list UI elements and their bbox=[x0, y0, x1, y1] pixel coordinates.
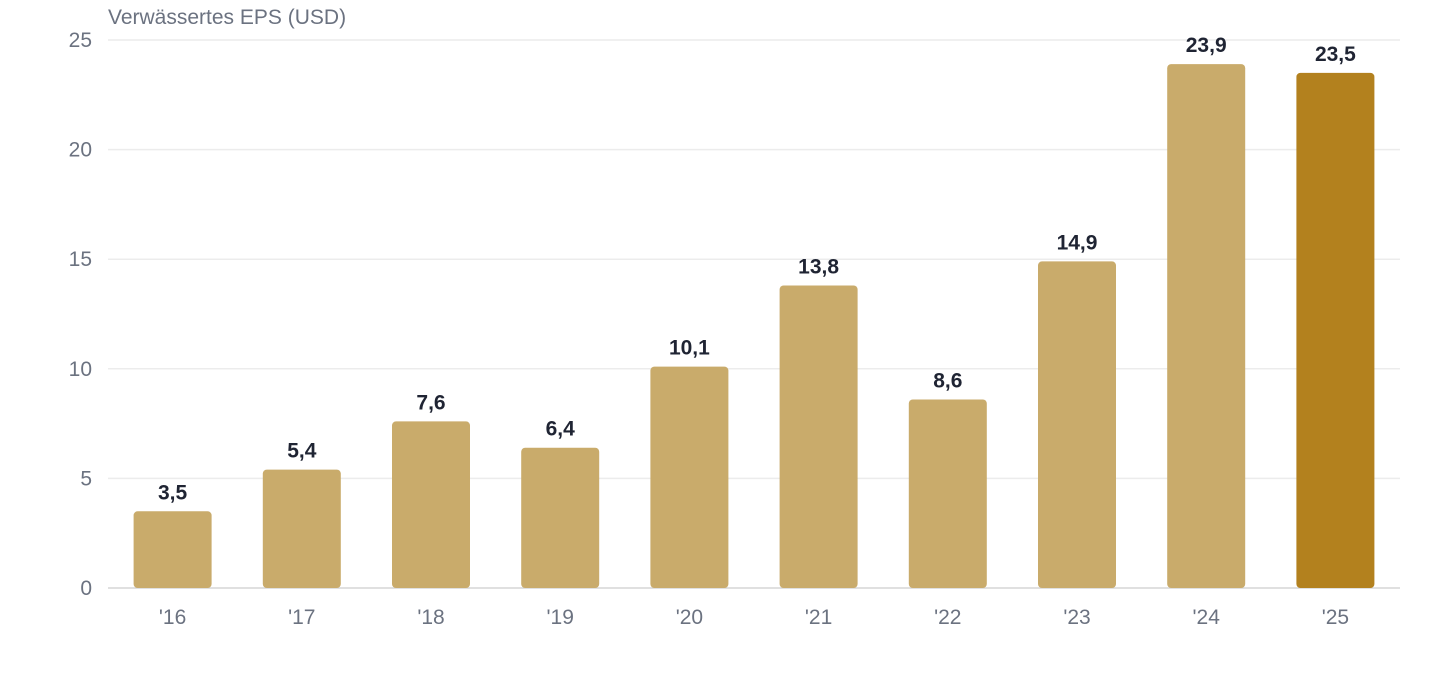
y-tick-label: 5 bbox=[80, 467, 92, 490]
x-tick-label: '18 bbox=[417, 606, 444, 629]
data-label: 5,4 bbox=[287, 440, 317, 463]
bar bbox=[521, 447, 600, 588]
data-label: 8,6 bbox=[933, 369, 962, 392]
data-label: 14,9 bbox=[1057, 231, 1098, 254]
bar bbox=[779, 285, 858, 588]
bar bbox=[133, 511, 212, 588]
x-tick-label: '24 bbox=[1193, 606, 1221, 629]
bar bbox=[262, 469, 341, 588]
x-tick-label: '19 bbox=[547, 606, 574, 629]
data-label: 10,1 bbox=[669, 337, 710, 360]
y-tick-label: 20 bbox=[69, 139, 92, 162]
bar bbox=[1296, 72, 1375, 588]
y-tick-label: 10 bbox=[69, 358, 92, 381]
data-label: 6,4 bbox=[546, 418, 576, 441]
data-label: 23,5 bbox=[1315, 43, 1356, 66]
x-tick-label: '16 bbox=[159, 606, 186, 629]
x-tick-label: '23 bbox=[1063, 606, 1090, 629]
x-tick-label: '20 bbox=[676, 606, 703, 629]
chart-title: Verwässertes EPS (USD) bbox=[108, 6, 347, 29]
y-tick-label: 15 bbox=[69, 248, 92, 271]
x-tick-label: '17 bbox=[288, 606, 315, 629]
bar bbox=[392, 421, 470, 588]
x-tick-label: '25 bbox=[1322, 606, 1349, 629]
data-label: 23,9 bbox=[1186, 34, 1227, 57]
bar bbox=[1167, 64, 1246, 588]
bar bbox=[1038, 261, 1116, 588]
y-tick-label: 0 bbox=[80, 577, 92, 600]
bar bbox=[908, 399, 987, 588]
bar bbox=[650, 366, 729, 588]
data-label: 3,5 bbox=[158, 481, 188, 504]
x-tick-label: '21 bbox=[805, 606, 832, 629]
data-label: 13,8 bbox=[798, 256, 839, 279]
x-tick-label: '22 bbox=[934, 606, 961, 629]
data-label: 7,6 bbox=[416, 391, 445, 414]
y-tick-label: 25 bbox=[69, 29, 92, 52]
